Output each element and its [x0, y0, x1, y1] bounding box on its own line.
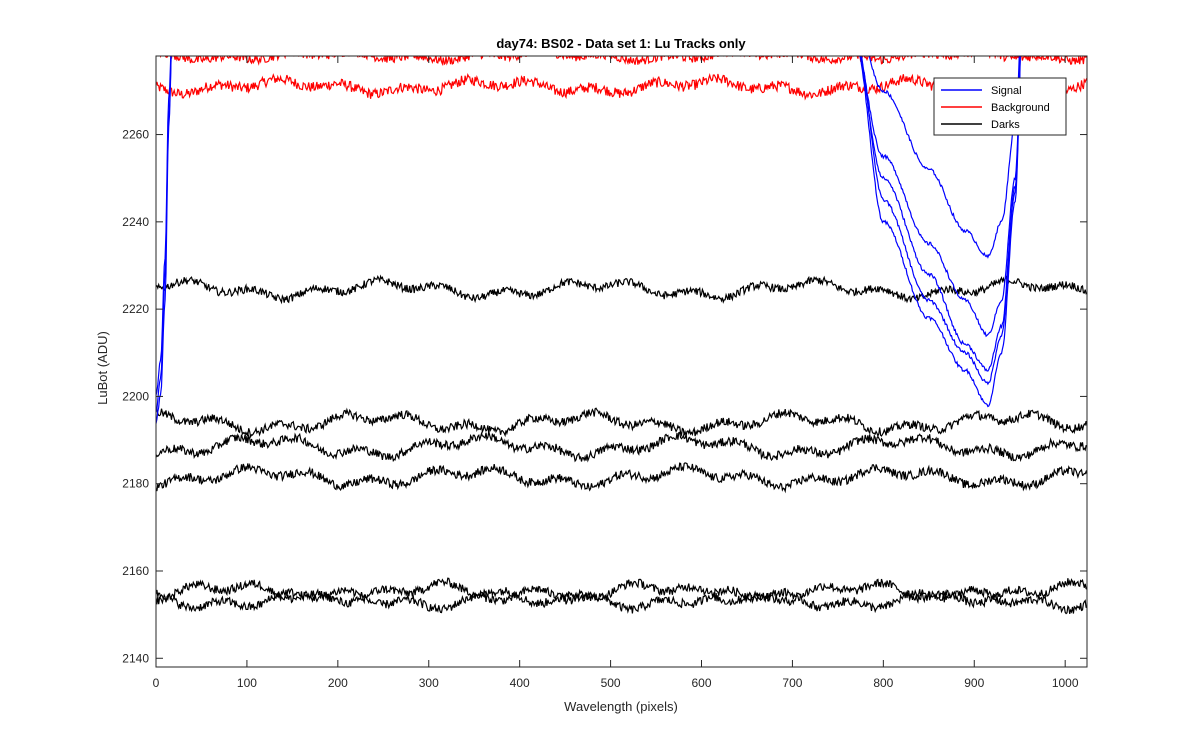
- x-tick-label: 500: [601, 676, 621, 690]
- signal-trace-9: [156, 56, 172, 413]
- x-axis-label: Wavelength (pixels): [564, 699, 678, 714]
- background-trace-0: [156, 72, 1087, 101]
- signal-trace-12: [860, 56, 1021, 338]
- signal-trace-14: [860, 56, 1021, 386]
- signal-trace-11: [868, 56, 1020, 259]
- darks-trace-4: [156, 431, 1087, 463]
- signal-trace-15: [859, 56, 1021, 408]
- axes-layer: 0 100 200 300 400 500 600 700 800 900 1000 2140 2160…: [122, 55, 1088, 690]
- series-layer: [156, 56, 1087, 615]
- y-tick-label: 2240: [122, 215, 149, 229]
- x-tick-label: 0: [153, 676, 160, 690]
- x-tick-label: 1000: [1052, 676, 1079, 690]
- x-tick-label: 300: [419, 676, 439, 690]
- y-tick-label: 2160: [122, 564, 149, 578]
- signal-trace-13: [859, 56, 1021, 372]
- signal-trace-10: [156, 56, 172, 424]
- y-tick-label: 2180: [122, 477, 149, 491]
- plot-area: [156, 56, 1087, 667]
- legend-label-darks: Darks: [991, 119, 1020, 131]
- axes-box: [155, 55, 1088, 668]
- y-tick-label: 2200: [122, 389, 149, 403]
- darks-trace-6: [156, 577, 1087, 609]
- y-tick-label: 2260: [122, 128, 149, 142]
- chart-title: day74: BS02 - Data set 1: Lu Tracks only: [496, 36, 746, 51]
- darks-trace-5: [156, 462, 1087, 494]
- y-tick-label: 2140: [122, 651, 149, 665]
- x-tick-label: 200: [328, 676, 348, 690]
- darks-trace-3: [156, 407, 1087, 439]
- x-tick-label: 400: [510, 676, 530, 690]
- x-tick-label: 100: [237, 676, 257, 690]
- y-axis-label: LuBot (ADU): [95, 331, 110, 405]
- darks-trace-7: [156, 585, 1087, 615]
- legend-label-background: Background: [991, 102, 1050, 114]
- legend-label-signal: Signal: [991, 85, 1022, 97]
- x-tick-label: 800: [873, 676, 893, 690]
- x-tick-label: 700: [782, 676, 802, 690]
- x-tick-label: 600: [691, 676, 711, 690]
- x-tick-label: 900: [964, 676, 984, 690]
- y-tick-label: 2220: [122, 302, 149, 316]
- legend: Signal Background Darks: [933, 77, 1067, 136]
- darks-trace-2: [156, 274, 1087, 305]
